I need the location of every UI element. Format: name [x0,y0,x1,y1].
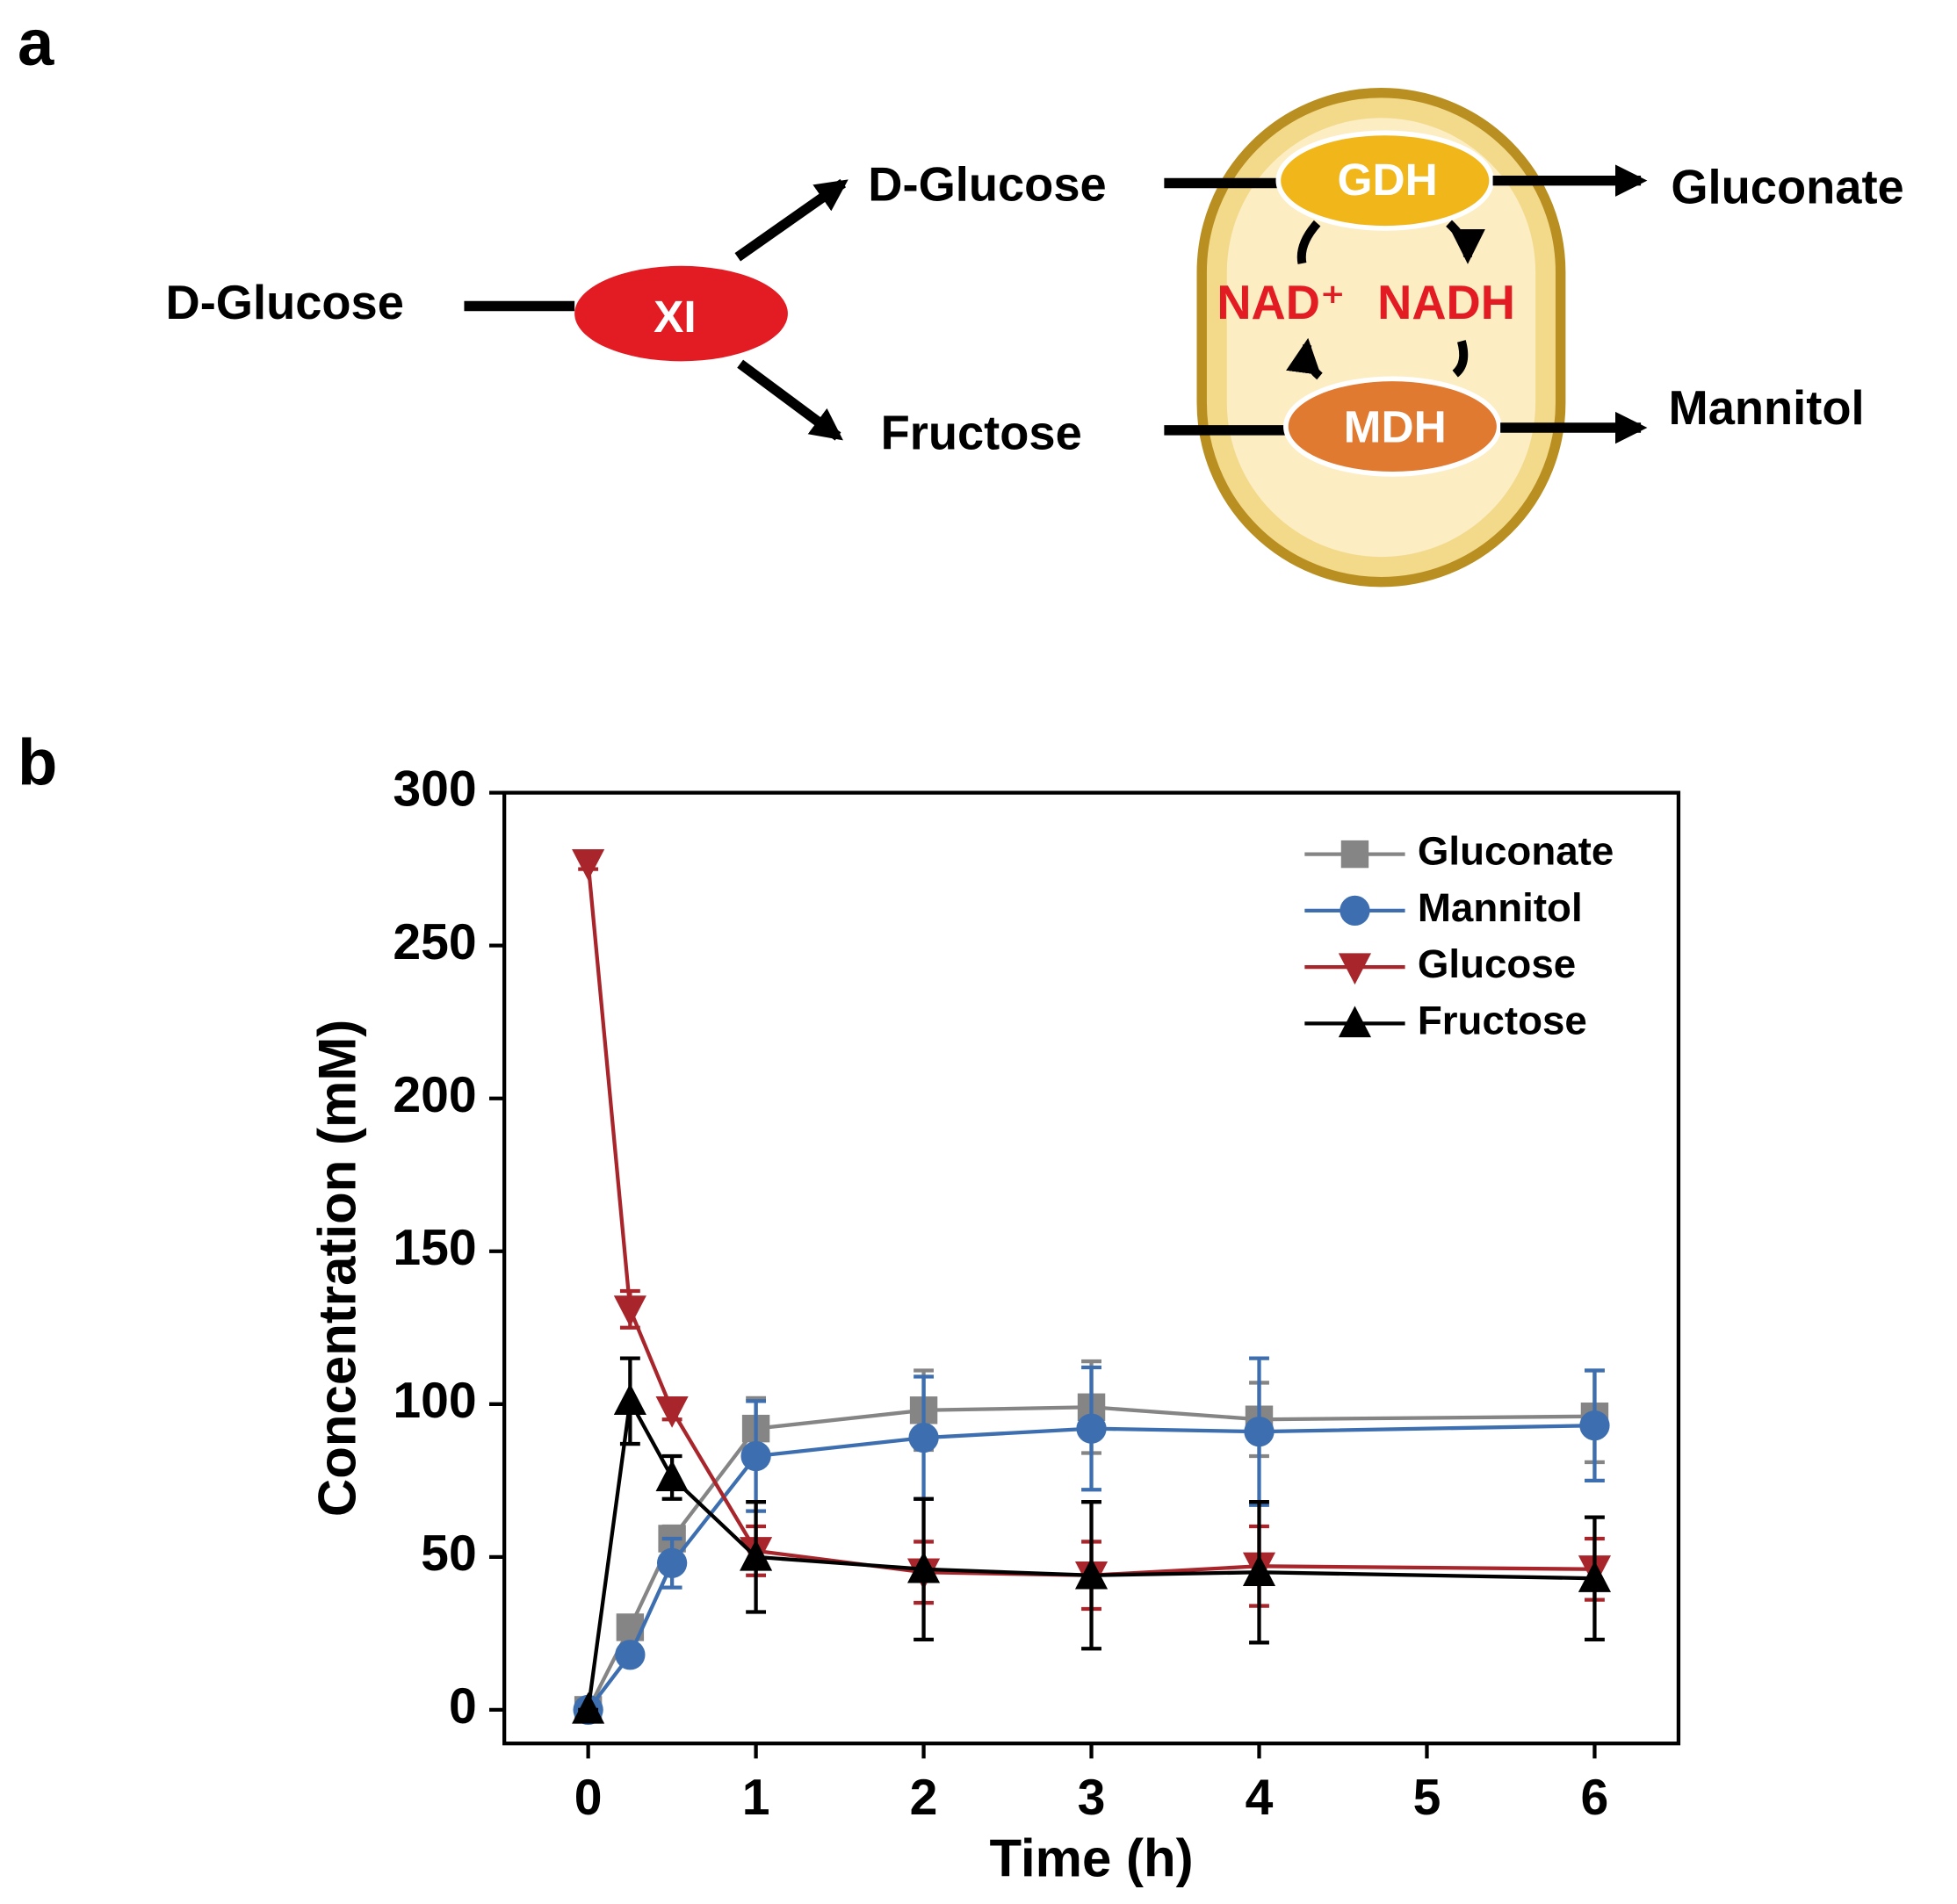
marker [740,1440,771,1472]
x-tick-label: 1 [742,1770,770,1826]
enzyme [1275,130,1494,231]
marker [655,1460,689,1492]
marker [740,1539,773,1571]
y-axis-label: Concentration (mM) [307,1020,366,1517]
marker [572,1691,605,1724]
marker [1242,1554,1276,1586]
cycle-arc [1296,220,1321,264]
cofactor-label: NADH [1377,276,1515,329]
legend-label: Mannitol [1418,885,1583,930]
node-label: Mannitol [1669,381,1865,435]
marker [1076,1413,1107,1444]
cycle-arc [1452,340,1469,378]
cofactor-label: NAD⁺ [1217,276,1345,329]
cycle-arc [1286,337,1323,380]
marker [656,1547,688,1578]
arrow [737,359,843,441]
marker [613,1383,646,1416]
node-label: Fructose [881,406,1082,459]
x-tick-label: 6 [1581,1770,1609,1826]
series-line [586,1405,1595,1711]
node-label: D-Glucose [166,276,404,329]
marker [572,848,605,881]
node-label: Gluconate [1671,160,1903,213]
y-tick-label: 300 [393,761,476,818]
arrow [734,178,849,262]
legend-marker [1340,895,1370,927]
legend-label: Fructose [1418,998,1587,1042]
enzyme-label: XI [654,291,697,342]
marker [1074,1557,1108,1590]
marker [1244,1416,1275,1447]
y-tick-label: 200 [393,1067,476,1123]
diagram: D-Glucose XI D-Glucose Fructose GDH MDH … [166,87,1904,588]
marker [1579,1410,1610,1441]
marker [908,1422,939,1453]
x-tick-label: 4 [1246,1770,1274,1826]
y-tick-label: 50 [421,1525,477,1582]
legend-marker [1340,840,1369,869]
marker [615,1640,646,1670]
x-tick-label: 5 [1413,1770,1441,1826]
enzyme-label: GDH [1337,154,1437,205]
series-line [586,1424,1595,1712]
x-tick-label: 3 [1078,1770,1106,1826]
y-tick-label: 250 [393,914,476,970]
legend-marker [1338,953,1372,985]
x-tick-label: 2 [910,1770,938,1826]
marker [655,1396,689,1428]
y-tick-label: 150 [393,1220,476,1276]
enzyme-label: MDH [1344,400,1447,451]
legend-marker [1338,1006,1372,1038]
x-tick-label: 0 [574,1770,603,1826]
marker [907,1551,941,1583]
panel-label: b [18,726,57,799]
chart: 0 50 100 150 200 250 300 0 1 2 3 4 5 6 Time (h) Concent… [307,761,1681,1888]
enzyme [574,265,788,362]
marker [613,1295,646,1327]
x-axis-label: Time (h) [989,1829,1193,1888]
marker [1578,1561,1612,1592]
enzyme [1283,376,1502,477]
legend-label: Gluconate [1418,829,1614,874]
legend-label: Glucose [1418,941,1576,986]
node-label: D-Glucose [868,158,1106,212]
y-tick-label: 0 [449,1678,477,1735]
panel-label: a [18,6,54,79]
y-tick-label: 100 [393,1373,476,1429]
cycle-arc [1446,220,1485,264]
